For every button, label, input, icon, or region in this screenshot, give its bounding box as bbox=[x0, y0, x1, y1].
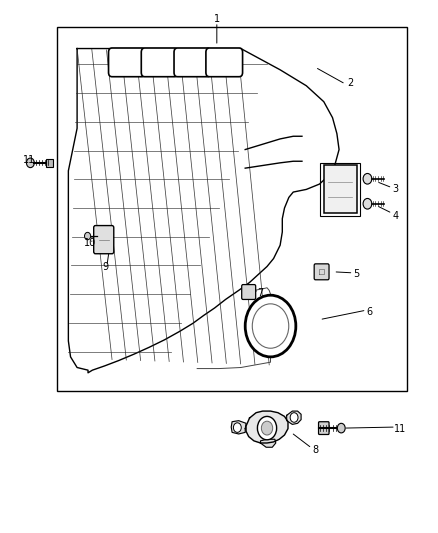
Polygon shape bbox=[261, 439, 276, 447]
FancyBboxPatch shape bbox=[141, 48, 178, 77]
Circle shape bbox=[258, 416, 277, 440]
FancyBboxPatch shape bbox=[318, 422, 329, 434]
Polygon shape bbox=[231, 421, 246, 434]
Bar bbox=[320, 163, 360, 216]
Polygon shape bbox=[287, 411, 301, 424]
FancyBboxPatch shape bbox=[174, 48, 211, 77]
Text: 8: 8 bbox=[312, 445, 318, 455]
Bar bbox=[46, 159, 53, 166]
Circle shape bbox=[245, 295, 296, 357]
FancyBboxPatch shape bbox=[109, 48, 145, 77]
Polygon shape bbox=[68, 49, 339, 373]
Circle shape bbox=[363, 173, 372, 184]
Circle shape bbox=[290, 413, 298, 422]
Text: 2: 2 bbox=[347, 78, 353, 88]
Text: 6: 6 bbox=[367, 306, 373, 317]
Circle shape bbox=[85, 232, 91, 240]
Circle shape bbox=[363, 198, 372, 209]
Text: 11: 11 bbox=[23, 155, 35, 165]
Polygon shape bbox=[246, 411, 288, 443]
Text: 1: 1 bbox=[214, 14, 220, 25]
Bar bbox=[57, 27, 407, 391]
FancyBboxPatch shape bbox=[242, 285, 256, 300]
FancyBboxPatch shape bbox=[324, 165, 357, 213]
Circle shape bbox=[26, 158, 34, 167]
Text: 10: 10 bbox=[84, 238, 96, 247]
FancyBboxPatch shape bbox=[206, 48, 243, 77]
Text: 11: 11 bbox=[394, 424, 406, 434]
Text: 7: 7 bbox=[258, 288, 264, 298]
Circle shape bbox=[252, 304, 289, 348]
FancyBboxPatch shape bbox=[314, 264, 329, 280]
Circle shape bbox=[337, 423, 345, 433]
Circle shape bbox=[233, 423, 241, 432]
Text: 9: 9 bbox=[102, 262, 109, 271]
Text: 5: 5 bbox=[353, 270, 360, 279]
FancyBboxPatch shape bbox=[94, 225, 114, 254]
Text: 3: 3 bbox=[393, 184, 399, 195]
Circle shape bbox=[261, 421, 273, 435]
Text: 4: 4 bbox=[393, 211, 399, 221]
